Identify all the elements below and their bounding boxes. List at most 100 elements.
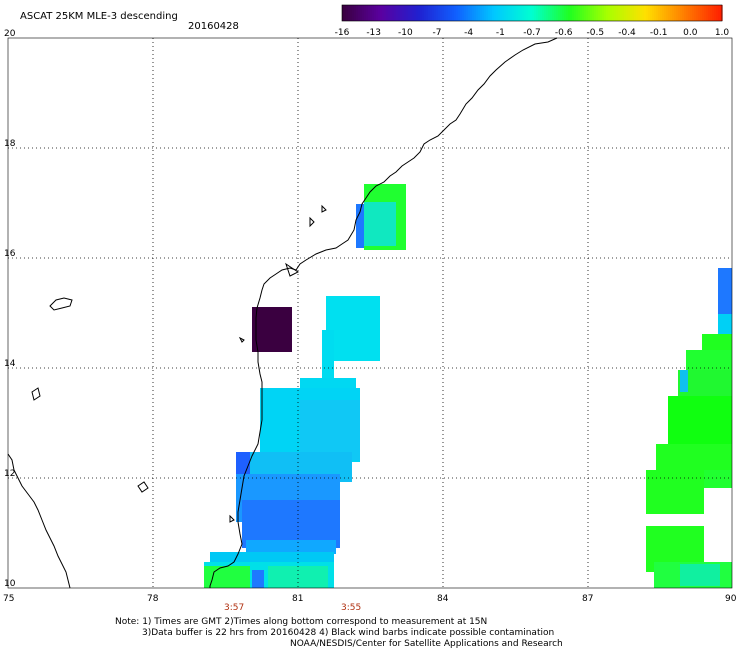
- colorbar-segment: [504, 5, 507, 21]
- colorbar-segment: [584, 5, 587, 21]
- colorbar-segment: [348, 5, 351, 21]
- colorbar-segment: [644, 5, 647, 21]
- colorbar-segment: [590, 5, 593, 21]
- colorbar-segment: [664, 5, 667, 21]
- y-tick-label: 12: [4, 469, 15, 479]
- colorbar-label: 0.0: [683, 28, 698, 38]
- product-title: ASCAT 25KM MLE-3 descending: [20, 11, 178, 22]
- colorbar-segment: [720, 5, 723, 21]
- colorbar-segment: [444, 5, 447, 21]
- colorbar-segment: [390, 5, 393, 21]
- colorbar-segment: [516, 5, 519, 21]
- colorbar-label: -4: [464, 28, 473, 38]
- colorbar-segment: [648, 5, 651, 21]
- y-tick-label: 20: [4, 29, 16, 39]
- colorbar-segment: [380, 5, 383, 21]
- island: [31, 387, 41, 401]
- lat-lon-grid: [8, 38, 732, 588]
- colorbar-segment: [712, 5, 715, 21]
- colorbar-segment: [716, 5, 719, 21]
- colorbar-segment: [384, 5, 387, 21]
- colorbar-segment: [718, 5, 721, 21]
- colorbar-segment: [672, 5, 675, 21]
- pass-time: 3:57: [224, 603, 244, 613]
- colorbar-segment: [418, 5, 421, 21]
- colorbar-segment: [552, 5, 555, 21]
- colorbar-segment: [404, 5, 407, 21]
- colorbar-segment: [400, 5, 403, 21]
- colorbar-segment: [632, 5, 635, 21]
- colorbar-segment: [392, 5, 395, 21]
- data-swath-left: [204, 184, 406, 588]
- mle-cell: [364, 202, 396, 246]
- colorbar-segment: [374, 5, 377, 21]
- colorbar-segment: [484, 5, 487, 21]
- colorbar-segment: [352, 5, 355, 21]
- colorbar-segment: [402, 5, 405, 21]
- colorbar-segment: [356, 5, 359, 21]
- colorbar-segment: [524, 5, 527, 21]
- colorbar-segment: [564, 5, 567, 21]
- colorbar-segment: [342, 5, 345, 21]
- colorbar-segment: [386, 5, 389, 21]
- colorbar-segment: [486, 5, 489, 21]
- colorbar-segment: [360, 5, 363, 21]
- colorbar-segment: [448, 5, 451, 21]
- mle-cell: [210, 552, 334, 564]
- colorbar-segment: [490, 5, 493, 21]
- colorbar-segment: [488, 5, 491, 21]
- colorbar-segment: [434, 5, 437, 21]
- colorbar-segment: [366, 5, 369, 21]
- colorbar-label: -0.4: [618, 28, 636, 38]
- colorbar-segment: [556, 5, 559, 21]
- colorbar-segment: [520, 5, 523, 21]
- colorbar-segment: [468, 5, 471, 21]
- mle-cell: [356, 204, 364, 248]
- map-frame: [7, 37, 733, 589]
- colorbar-segment: [544, 5, 547, 21]
- colorbar-segment: [382, 5, 385, 21]
- colorbar-segment: [704, 5, 707, 21]
- y-tick-label: 14: [4, 359, 16, 369]
- colorbar-segment: [410, 5, 413, 21]
- colorbar-segment: [546, 5, 549, 21]
- colorbar-segment: [424, 5, 427, 21]
- colorbar-segment: [568, 5, 571, 21]
- colorbar-segment: [368, 5, 371, 21]
- colorbar-segment: [376, 5, 379, 21]
- colorbar-segment: [502, 5, 505, 21]
- colorbar-segment: [576, 5, 579, 21]
- x-tick-label: 75: [3, 594, 14, 604]
- note-line-2: 3)Data buffer is 22 hrs from 20160428 4)…: [142, 628, 554, 638]
- colorbar-label: 1.0: [715, 28, 730, 38]
- colorbar-segment: [684, 5, 687, 21]
- colorbar-segment: [702, 5, 705, 21]
- colorbar-segment: [472, 5, 475, 21]
- colorbar-segment: [398, 5, 401, 21]
- colorbar-segment: [430, 5, 433, 21]
- colorbar-segment: [492, 5, 495, 21]
- island: [49, 297, 73, 311]
- colorbar-segment: [640, 5, 643, 21]
- colorbar-segment: [604, 5, 607, 21]
- colorbar-segment: [676, 5, 679, 21]
- colorbar-segment: [582, 5, 585, 21]
- colorbar-segment: [586, 5, 589, 21]
- colorbar-segment: [698, 5, 701, 21]
- colorbar-segment: [688, 5, 691, 21]
- colorbar-segment: [542, 5, 545, 21]
- colorbar-segment: [700, 5, 703, 21]
- colorbar-segment: [612, 5, 615, 21]
- colorbar-segment: [358, 5, 361, 21]
- x-tick-label: 78: [147, 594, 159, 604]
- colorbar-segment: [562, 5, 565, 21]
- colorbar-segment: [436, 5, 439, 21]
- colorbar-segment: [388, 5, 391, 21]
- island: [137, 481, 149, 493]
- colorbar-segment: [660, 5, 663, 21]
- colorbar-segment: [548, 5, 551, 21]
- colorbar-segment: [636, 5, 639, 21]
- colorbar-segment: [574, 5, 577, 21]
- mle-cell-dark: [252, 307, 292, 352]
- colorbar-segment: [406, 5, 409, 21]
